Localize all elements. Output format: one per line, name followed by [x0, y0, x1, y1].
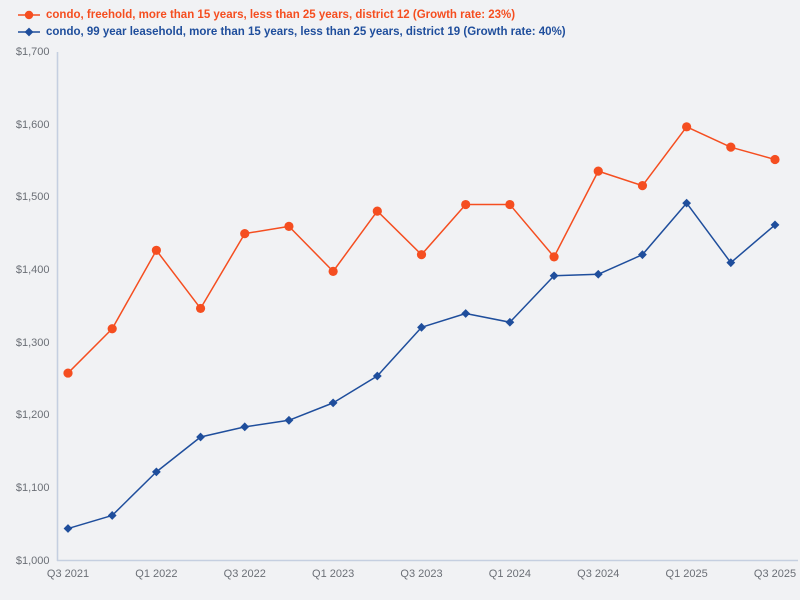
x-axis-tick-label: Q3 2025 — [753, 568, 797, 580]
data-point-marker[interactable]: Q4 2024: 1516 — [637, 181, 648, 191]
data-point-marker[interactable]: Q1 2025: 1597 — [682, 122, 692, 132]
data-point-marker[interactable]: Q3 2022: 1450 — [240, 229, 250, 239]
y-axis-tick-label: $1,700 — [15, 46, 50, 58]
x-axis-tick-label: Q3 2024 — [577, 568, 620, 580]
x-axis-tick-label: Q1 2024 — [488, 568, 531, 580]
legend-label-series-2: condo, 99 year leasehold, more than 15 y… — [46, 26, 566, 38]
chart-legend: condo, freehold, more than 15 years, les… — [18, 8, 566, 39]
x-axis-tick-label: Q3 2022 — [223, 568, 266, 580]
x-axis-tick-label: Q1 2022 — [135, 568, 178, 580]
data-point-marker[interactable]: Q3 2024: 1394 — [593, 269, 603, 279]
series-1-group: Q3 2021: 1258 Q4 2021: 1319 Q1 2022: 1427 Q… — [63, 122, 780, 378]
data-point-marker[interactable]: Q2 2022: 1170 — [196, 432, 205, 442]
y-axis-tick-label: $1,000 — [15, 554, 50, 567]
data-point-marker[interactable]: Q3 2021: 1044 — [63, 524, 73, 533]
legend-circle-marker-icon — [18, 10, 40, 20]
data-point-marker[interactable]: Q1 2025: 1492 — [682, 198, 692, 208]
data-point-marker[interactable]: Q4 2021: 1319 — [107, 324, 117, 334]
plot-background — [57, 52, 798, 561]
series-2-group: Q3 2021: 1044 Q4 2021: 1062 Q1 2022: 1122 Q… — [63, 198, 780, 533]
data-point-marker[interactable]: Q2 2024: 1392 — [549, 271, 559, 281]
data-point-marker[interactable]: Q3 2023: 1321 — [417, 322, 426, 332]
data-point-marker[interactable]: Q1 2024: 1490 — [505, 199, 515, 210]
data-point-marker[interactable]: Q4 2022: 1193 — [284, 415, 294, 425]
data-point-marker[interactable]: Q2 2022: 1347 — [195, 303, 206, 314]
data-point-marker[interactable]: Q3 2021: 1258 — [63, 368, 73, 378]
data-point-marker[interactable]: Q4 2021: 1062 — [107, 511, 117, 520]
y-axis-tick-label: $1,400 — [15, 263, 50, 276]
data-point-marker[interactable]: Q3 2023: 1421 — [416, 250, 427, 260]
y-axis-tick-label: $1,300 — [15, 336, 50, 349]
data-point-marker[interactable]: Q4 2024: 1421 — [638, 250, 647, 260]
y-axis-tick-label: $1,100 — [15, 481, 50, 494]
x-axis-tick-label: Q1 2023 — [312, 568, 355, 580]
data-point-marker[interactable]: Q2 2024: 1418 — [549, 252, 559, 262]
data-point-marker[interactable]: Q4 2023: 1490 — [461, 199, 471, 210]
x-axis-tick-label: Q3 2023 — [400, 568, 443, 580]
data-point-marker[interactable]: Q3 2025: 1552 — [770, 154, 780, 165]
data-point-marker[interactable]: Q3 2022: 1184 — [240, 422, 250, 432]
y-axis-tick-label: $1,600 — [15, 118, 50, 131]
data-point-marker[interactable]: Q2 2025: 1410 — [726, 258, 736, 268]
data-point-marker[interactable]: Q2 2023: 1481 — [372, 206, 382, 216]
legend-item-series-1[interactable]: condo, freehold, more than 15 years, les… — [18, 8, 566, 22]
data-point-marker[interactable]: Q2 2023: 1254 — [372, 371, 382, 381]
legend-label-series-1: condo, freehold, more than 15 years, les… — [46, 9, 516, 21]
legend-item-series-2[interactable]: condo, 99 year leasehold, more than 15 y… — [18, 25, 566, 39]
data-point-marker[interactable]: Q1 2024: 1328 — [505, 317, 515, 327]
data-point-marker[interactable]: Q4 2022: 1460 — [284, 221, 294, 231]
x-axis-tick-label: Q1 2025 — [665, 568, 708, 580]
data-point-marker[interactable]: Q2 2025: 1569 — [726, 142, 736, 152]
y-axis-tick-label: $1,500 — [15, 191, 50, 204]
y-axis-tick-label: $1,200 — [15, 409, 50, 422]
data-point-marker[interactable]: Q1 2023: 1398 — [328, 266, 338, 276]
data-point-marker[interactable]: Q3 2024: 1536 — [593, 166, 603, 176]
x-axis-tick-label: Q3 2021 — [46, 568, 90, 580]
series-layer: Q3 2021: 1258Q4 2021: 1319Q1 2022: 1427Q… — [63, 122, 780, 533]
data-point-marker[interactable]: Q1 2023: 1217 — [328, 398, 338, 408]
data-point-marker[interactable]: Q4 2023: 1340 — [461, 309, 471, 318]
legend-diamond-marker-icon — [18, 27, 40, 37]
data-point-marker[interactable]: Q3 2025: 1462 — [770, 220, 780, 230]
data-point-marker[interactable]: Q1 2022: 1122 — [151, 467, 161, 477]
data-point-marker[interactable]: Q1 2022: 1427 — [151, 245, 161, 255]
